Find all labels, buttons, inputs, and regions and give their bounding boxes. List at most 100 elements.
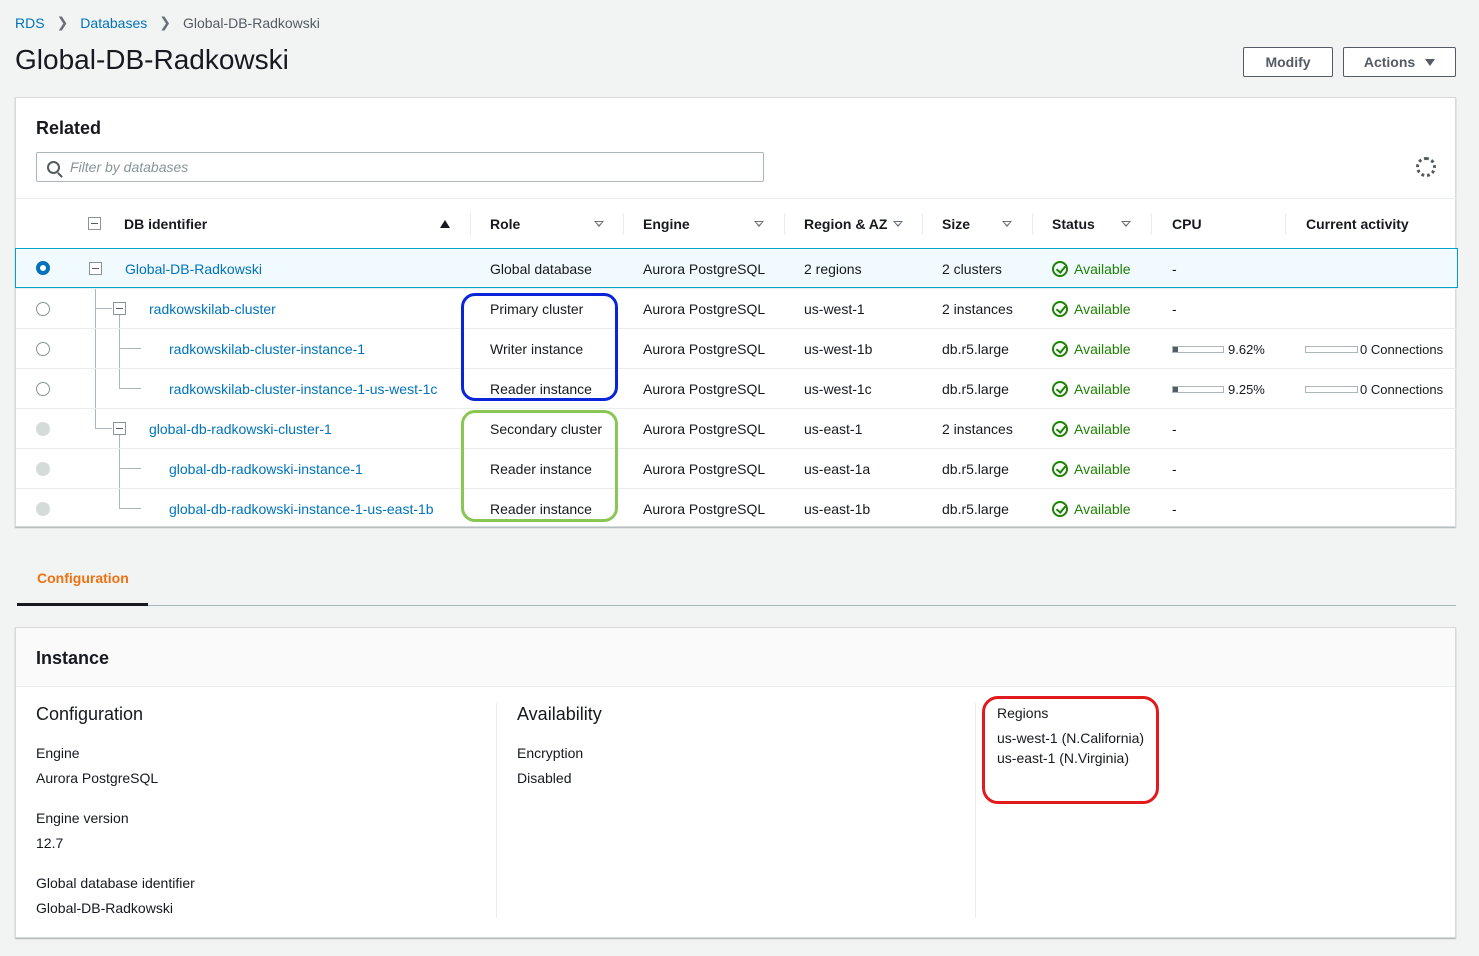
table-row[interactable]: radkowskilab-cluster-instance-1 Writer i… [16,328,1457,368]
size-cell: 2 instances [942,421,1013,437]
table-row[interactable]: global-db-radkowski-instance-1-us-east-1… [16,488,1457,528]
table-row[interactable]: global-db-radkowski-cluster-1 Secondary … [16,408,1457,448]
related-title: Related [36,118,102,138]
related-panel: Related DB identifier Role Engine Region… [15,97,1458,528]
sort-ascending-icon[interactable] [440,199,450,249]
connections-bar [1305,385,1358,393]
breadcrumb-databases[interactable]: Databases [80,14,148,31]
size-cell: db.r5.large [942,341,1009,357]
check-circle-icon [1052,341,1068,357]
role-cell: Primary cluster [490,301,584,317]
row-radio[interactable] [36,382,50,396]
connections-text: 0 Connections [1360,381,1444,397]
tree-line [119,508,141,509]
region-cell: us-west-1 [804,301,865,317]
tree-line [95,308,112,309]
collapse-icon[interactable] [89,262,102,275]
chevron-right-icon: ❯ [159,14,171,30]
col-engine[interactable]: Engine [643,199,690,249]
tree-line [119,348,141,349]
table-row[interactable]: radkowskilab-cluster Primary cluster Aur… [16,288,1457,328]
db-identifier-link[interactable]: global-db-radkowski-instance-1-us-east-1… [169,501,434,517]
global-db-identifier-label: Global database identifier [36,875,195,891]
regions-highlight [982,696,1159,804]
instance-title: Instance [36,648,110,668]
actions-button[interactable]: Actions [1343,47,1456,77]
filter-databases-input[interactable] [70,159,720,175]
col-label: Status [1052,216,1095,232]
engine-cell: Aurora PostgreSQL [643,501,766,517]
row-radio[interactable] [36,261,50,275]
engine-cell: Aurora PostgreSQL [643,421,766,437]
instance-panel: Instance Configuration Engine Aurora Pos… [15,627,1456,938]
page-title: Global-DB-Radkowski [15,44,289,75]
region-cell: us-west-1c [804,381,872,397]
db-identifier-link[interactable]: radkowskilab-cluster-instance-1-us-west-… [169,381,438,397]
cpu-bar [1172,345,1224,353]
col-cpu[interactable]: CPU [1172,199,1202,249]
engine-version-value: 12.7 [36,835,64,851]
status-cell: Available [1052,249,1131,289]
region-value: us-west-1 (N.California) [997,730,1145,746]
tab-active-underline [17,603,148,606]
cpu-cell: 9.62% [1172,329,1265,369]
db-identifier-link[interactable]: Global-DB-Radkowski [125,261,262,277]
col-current-activity[interactable]: Current activity [1306,199,1409,249]
collapse-icon[interactable] [113,422,126,435]
row-radio[interactable] [36,342,50,356]
size-cell: db.r5.large [942,501,1009,517]
col-role[interactable]: Role [490,199,520,249]
col-label: DB identifier [124,216,208,232]
row-radio[interactable] [36,302,50,316]
db-identifier-link[interactable]: radkowskilab-cluster-instance-1 [169,341,366,357]
breadcrumb-rds[interactable]: RDS [15,14,45,31]
engine-cell: Aurora PostgreSQL [643,301,766,317]
row-radio [36,502,50,516]
encryption-value: Disabled [517,770,572,786]
modify-button[interactable]: Modify [1243,47,1333,77]
column-divider [496,703,497,918]
table-row[interactable]: Global-DB-Radkowski Global database Auro… [15,248,1458,288]
instance-header: Instance [16,628,1455,687]
role-cell: Reader instance [490,381,592,397]
engine-version-label: Engine version [36,810,129,826]
status-text: Available [1074,421,1131,437]
status-cell: Available [1052,449,1131,489]
status-text: Available [1074,301,1131,317]
db-identifier-link[interactable]: global-db-radkowski-cluster-1 [149,421,332,437]
table-row[interactable]: global-db-radkowski-instance-1 Reader in… [16,448,1457,488]
region-value: us-east-1 (N.Virginia) [997,750,1130,766]
collapse-icon[interactable] [113,302,126,315]
col-region-az[interactable]: Region & AZ [804,199,887,249]
db-identifier-link[interactable]: radkowskilab-cluster [149,301,276,317]
status-cell: Available [1052,369,1131,409]
role-cell: Global database [490,261,592,277]
cpu-bar [1172,385,1224,393]
engine-cell: Aurora PostgreSQL [643,461,766,477]
role-cell: Writer instance [490,341,584,357]
col-label: Engine [643,216,690,232]
tab-configuration[interactable]: Configuration [37,570,129,586]
sort-icon[interactable] [754,199,764,249]
db-identifier-link[interactable]: global-db-radkowski-instance-1 [169,461,363,477]
col-db-identifier[interactable]: DB identifier [124,199,207,249]
col-status[interactable]: Status [1052,199,1095,249]
region-cell: us-east-1 [804,421,863,437]
check-circle-icon [1052,461,1068,477]
row-radio [36,462,50,476]
engine-cell: Aurora PostgreSQL [643,381,766,397]
sort-icon[interactable] [1121,199,1131,249]
collapse-all-icon[interactable] [88,217,101,230]
col-size[interactable]: Size [942,199,970,249]
cpu-cell: - [1172,301,1177,317]
sort-icon[interactable] [893,199,903,249]
caret-down-icon [1425,58,1436,66]
sort-icon[interactable] [594,199,604,249]
tab-bar-rule [17,605,1456,606]
sort-icon[interactable] [1002,199,1012,249]
table-row[interactable]: radkowskilab-cluster-instance-1-us-west-… [16,368,1457,408]
row-radio [36,422,50,436]
settings-gear-icon[interactable] [1416,157,1436,177]
filter-box [36,152,764,182]
col-label: Current activity [1306,216,1409,232]
